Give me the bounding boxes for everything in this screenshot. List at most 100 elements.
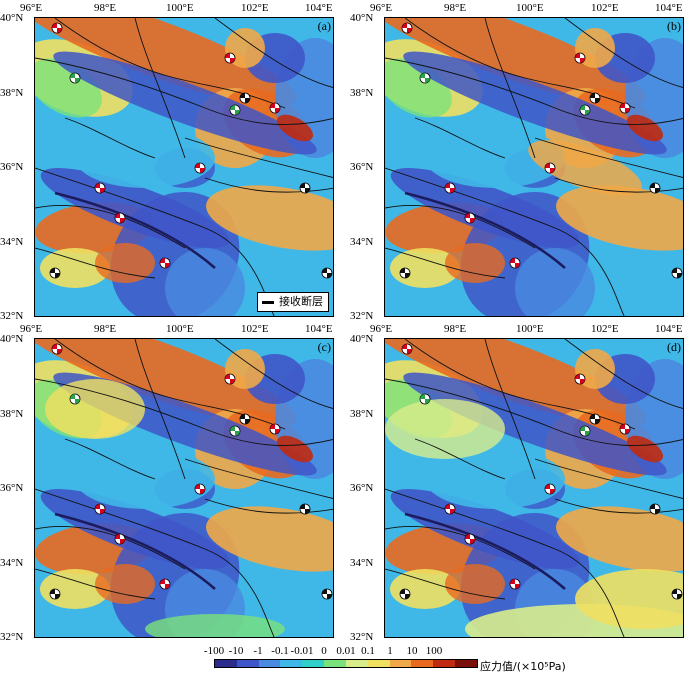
- fault-line: [385, 525, 536, 570]
- stress-region: [626, 435, 664, 463]
- focal-mechanism-icon: [114, 533, 126, 545]
- stress-region: [276, 435, 314, 463]
- colorbar-swatch: [302, 660, 325, 667]
- colorbar-swatch: [236, 660, 259, 667]
- fault-line: [385, 568, 506, 600]
- stress-region: [53, 51, 317, 155]
- colorbar-swatch: [280, 660, 303, 667]
- lon-label-c-96: 96°E: [20, 323, 43, 335]
- lat-label-c-34: 34°N: [0, 557, 24, 569]
- stress-map-a: [35, 18, 333, 316]
- fault-line: [35, 568, 156, 600]
- lon-label-d-96: 96°E: [370, 323, 393, 335]
- lon-label-b-98: 98°E: [444, 2, 467, 14]
- fault-line: [554, 177, 683, 193]
- stress-region: [556, 506, 683, 572]
- colorbar-swatch: [455, 660, 477, 667]
- lat-label-a-34: 34°N: [0, 236, 24, 248]
- focal-mechanism-icon: [464, 212, 476, 224]
- stress-region: [40, 248, 110, 288]
- focal-mechanism-icon: [419, 393, 431, 405]
- lon-label-b-100: 100°E: [516, 2, 544, 14]
- colorbar-tick: -0.01: [290, 645, 314, 657]
- colorbar-tick: -10: [228, 645, 244, 657]
- fault-line: [35, 525, 186, 570]
- fault-line: [564, 18, 683, 88]
- lat-label-d-38: 38°N: [350, 408, 374, 420]
- stress-region: [528, 140, 642, 196]
- fault-line: [64, 438, 156, 480]
- lat-label-b-36: 36°N: [350, 161, 374, 173]
- panel-label-b: (b): [667, 19, 681, 33]
- focal-mechanism-icon: [579, 104, 591, 116]
- fault-line: [64, 117, 156, 159]
- focal-mechanism-icon: [649, 503, 661, 515]
- focal-mechanism-icon: [114, 212, 126, 224]
- stress-region: [75, 449, 215, 509]
- focal-mechanism-icon: [224, 52, 236, 64]
- colorbar-tick: -1: [253, 645, 263, 657]
- fault-line: [414, 438, 506, 480]
- focal-mechanism-icon: [51, 22, 63, 34]
- fault-line: [484, 339, 536, 480]
- focal-mechanism-icon: [69, 393, 81, 405]
- focal-mechanism-icon: [671, 588, 683, 600]
- fault-line: [134, 18, 186, 159]
- fault-line: [35, 488, 275, 637]
- panel-label-a: (a): [317, 19, 331, 33]
- receiver-fault-legend: 接收断层: [257, 292, 329, 312]
- focal-mechanism-icon: [401, 343, 413, 355]
- colorbar-swatch: [345, 660, 368, 667]
- lat-label-a-36: 36°N: [0, 161, 24, 173]
- fault-line: [554, 498, 683, 514]
- map-panel-c: (c): [34, 338, 334, 638]
- fault-line: [35, 247, 156, 279]
- focal-mechanism-icon: [671, 267, 683, 279]
- fault-line: [35, 204, 186, 249]
- colorbar-tick: 1: [387, 645, 393, 657]
- focal-mechanism-icon: [49, 588, 61, 600]
- stress-region: [75, 128, 215, 188]
- fault-line: [414, 117, 506, 159]
- colorbar-tick: 0: [321, 645, 327, 657]
- focal-mechanism-icon: [619, 423, 631, 435]
- map-panel-d: (d): [384, 338, 684, 638]
- focal-mechanism-icon: [444, 182, 456, 194]
- lat-label-a-32: 32°N: [0, 310, 24, 322]
- stress-region: [276, 114, 314, 142]
- lat-label-d-40: 40°N: [350, 333, 374, 345]
- fault-line: [35, 167, 275, 316]
- focal-mechanism-icon: [399, 267, 411, 279]
- focal-mechanism-icon: [49, 267, 61, 279]
- lon-label-c-98: 98°E: [94, 323, 117, 335]
- focal-mechanism-icon: [194, 162, 206, 174]
- stress-region: [403, 51, 667, 155]
- map-panel-a: (a) 接收断层: [34, 17, 334, 317]
- lon-label-b-104: 104°E: [655, 2, 683, 14]
- lon-label-a-98: 98°E: [94, 2, 117, 14]
- focal-mechanism-icon: [619, 102, 631, 114]
- fault-line: [534, 458, 683, 499]
- lat-label-c-36: 36°N: [0, 482, 24, 494]
- lon-label-a-104: 104°E: [305, 2, 333, 14]
- colorbar-title: 应力值/(×10⁵Pa): [480, 660, 566, 673]
- focal-mechanism-icon: [574, 373, 586, 385]
- stress-region: [575, 569, 683, 629]
- stress-region: [403, 372, 667, 476]
- colorbar-tick: -100: [203, 645, 225, 657]
- focal-mechanism-icon: [224, 373, 236, 385]
- fault-line: [204, 177, 333, 193]
- focal-mechanism-icon: [299, 182, 311, 194]
- stress-region: [45, 379, 145, 439]
- fault-line: [35, 378, 333, 447]
- focal-mechanism-icon: [94, 182, 106, 194]
- lon-label-a-100: 100°E: [166, 2, 194, 14]
- focal-mechanism-icon: [464, 533, 476, 545]
- fault-line: [534, 137, 683, 178]
- stress-region: [35, 339, 297, 427]
- stress-region: [385, 339, 647, 427]
- stress-region: [35, 18, 297, 106]
- lon-label-c-104: 104°E: [305, 323, 333, 335]
- focal-mechanism-icon: [269, 102, 281, 114]
- receiver-fault: [404, 191, 566, 269]
